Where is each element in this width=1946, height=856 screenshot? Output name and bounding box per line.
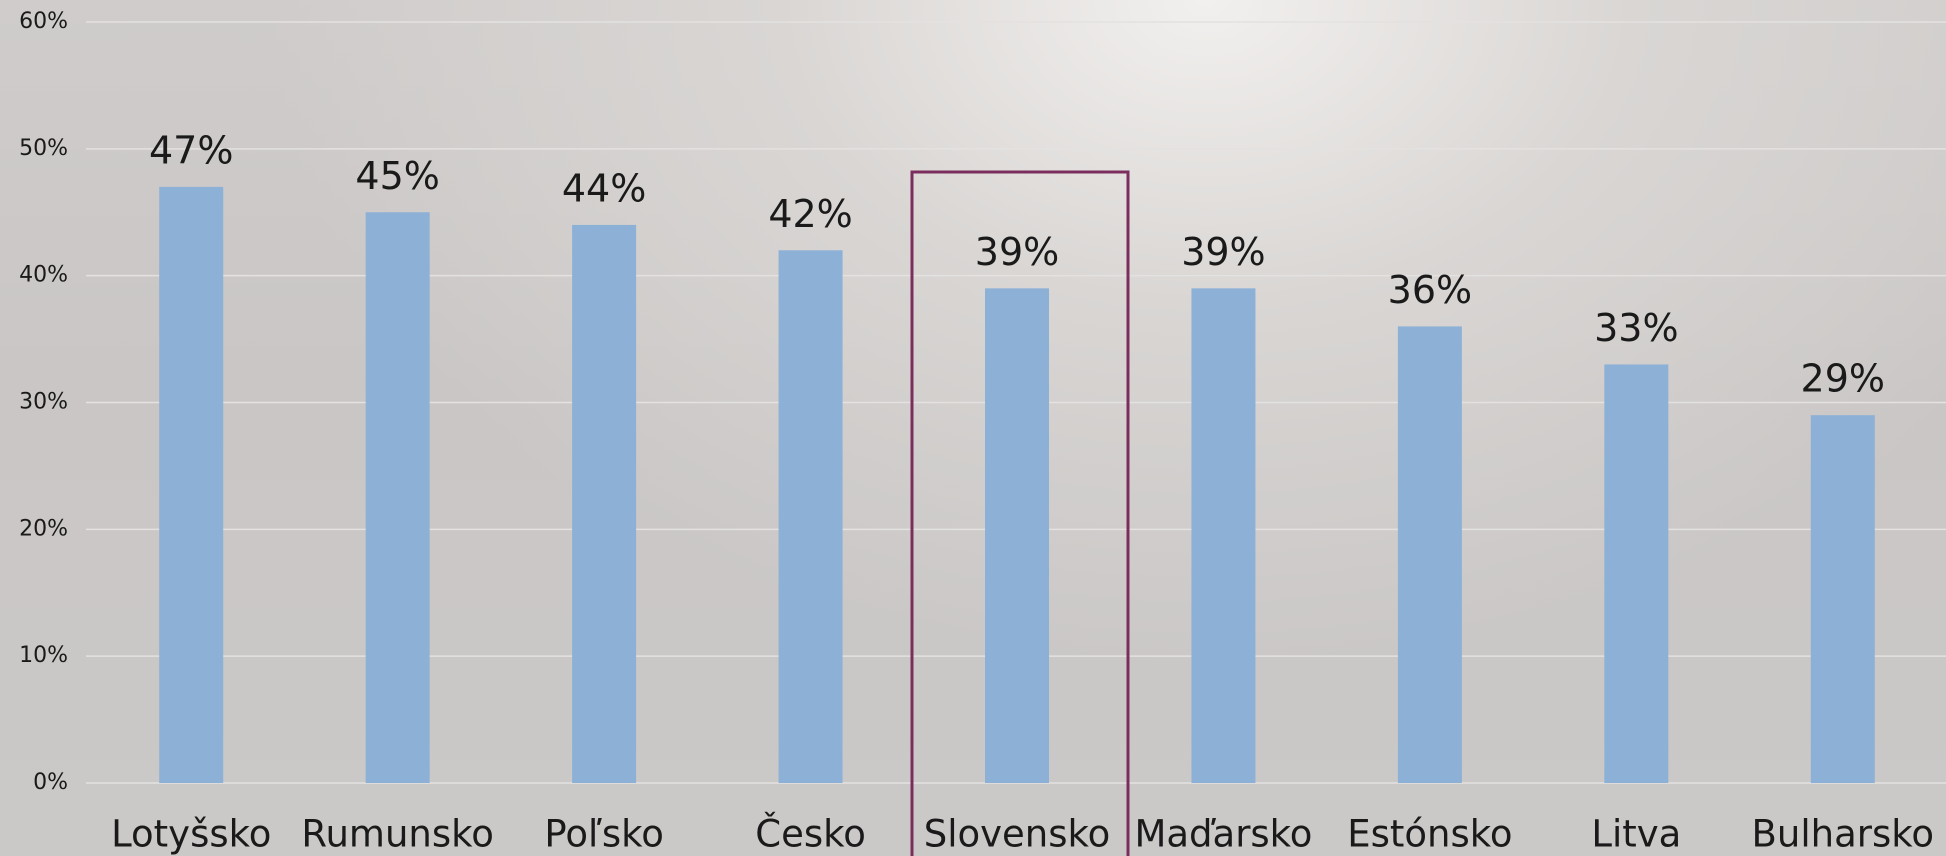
x-tick-label: Poľsko xyxy=(544,813,664,856)
value-label: 42% xyxy=(768,192,852,236)
x-tick-label: Lotyšsko xyxy=(111,813,271,856)
bar xyxy=(779,250,843,783)
bar xyxy=(1398,326,1462,783)
x-tick-label: Bulharsko xyxy=(1752,813,1934,856)
bar xyxy=(1811,415,1875,783)
bar xyxy=(572,225,636,783)
y-tick-label: 20% xyxy=(19,516,68,541)
value-label: 47% xyxy=(149,128,233,172)
y-tick-label: 60% xyxy=(19,9,68,34)
value-label: 29% xyxy=(1801,357,1885,401)
x-tick-label: Rumunsko xyxy=(301,813,493,856)
y-tick-label: 10% xyxy=(19,643,68,668)
x-tick-label: Estónsko xyxy=(1347,813,1512,856)
bar xyxy=(1604,364,1668,783)
bar xyxy=(1191,288,1255,783)
value-label: 39% xyxy=(975,230,1059,274)
value-label: 39% xyxy=(1181,230,1265,274)
y-tick-label: 40% xyxy=(19,263,68,288)
x-tick-label: Maďarsko xyxy=(1134,813,1312,856)
x-tick-label: Slovensko xyxy=(924,813,1111,856)
y-tick-label: 30% xyxy=(19,390,68,415)
x-tick-label: Česko xyxy=(755,812,866,856)
value-label: 33% xyxy=(1594,306,1678,350)
value-label: 36% xyxy=(1388,268,1472,312)
chart: 0% 10% 20% 30% 40% 50% 60% 47% Lotyšsko 45% Rumuns… xyxy=(0,0,1946,856)
value-label: 44% xyxy=(562,166,646,210)
y-tick-label: 50% xyxy=(19,136,68,161)
y-tick-label: 0% xyxy=(33,770,68,795)
value-label: 45% xyxy=(355,154,439,198)
bar xyxy=(985,288,1049,783)
chart-background: 0% 10% 20% 30% 40% 50% 60% 47% Lotyšsko 45% Rumuns… xyxy=(0,0,1946,856)
bar xyxy=(159,187,223,783)
x-tick-label: Litva xyxy=(1591,813,1681,856)
bar xyxy=(366,212,430,783)
